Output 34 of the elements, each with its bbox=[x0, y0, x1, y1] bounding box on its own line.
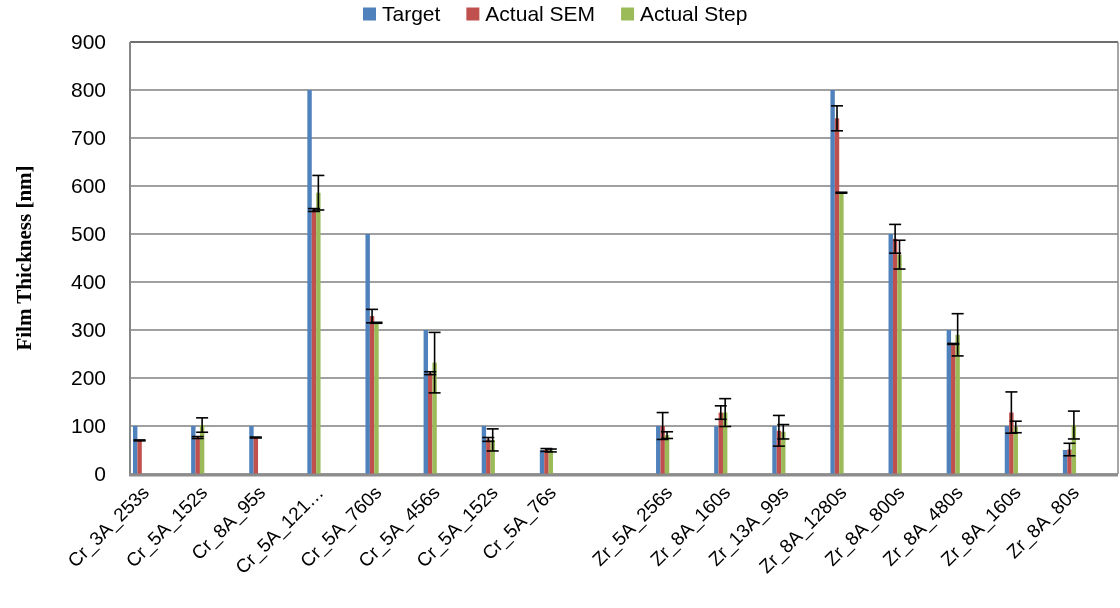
bar bbox=[316, 192, 321, 474]
y-tick-label: 500 bbox=[70, 222, 106, 246]
bar bbox=[888, 234, 893, 474]
bar bbox=[839, 192, 844, 474]
y-tick-label: 400 bbox=[70, 270, 106, 294]
bar bbox=[191, 426, 196, 474]
bar bbox=[544, 450, 549, 474]
y-tick-label: 800 bbox=[70, 78, 106, 102]
bar bbox=[714, 426, 719, 474]
bar bbox=[432, 362, 437, 474]
bar bbox=[955, 334, 960, 474]
y-tick-label: 700 bbox=[70, 126, 106, 150]
legend-label: Actual SEM bbox=[485, 2, 596, 26]
y-tick-label: 600 bbox=[70, 174, 106, 198]
bar bbox=[374, 322, 379, 474]
y-tick-label: 900 bbox=[70, 30, 106, 54]
bar bbox=[772, 426, 777, 474]
bar bbox=[897, 254, 902, 474]
bar bbox=[656, 426, 661, 474]
bar bbox=[249, 426, 254, 474]
bar bbox=[946, 330, 952, 474]
bar bbox=[830, 90, 835, 474]
bar bbox=[311, 210, 317, 474]
bar bbox=[307, 90, 312, 474]
legend-label: Actual Step bbox=[640, 2, 748, 26]
y-axis-title: Film Thickness [nm] bbox=[12, 165, 37, 351]
y-tick-label: 0 bbox=[94, 462, 106, 486]
bar bbox=[486, 439, 491, 474]
y-tick-label: 100 bbox=[70, 414, 106, 438]
y-tick-label: 300 bbox=[70, 318, 106, 342]
legend-label: Target bbox=[382, 2, 441, 26]
bar bbox=[365, 234, 370, 474]
bar bbox=[137, 440, 142, 474]
y-tick-label: 200 bbox=[70, 366, 106, 390]
